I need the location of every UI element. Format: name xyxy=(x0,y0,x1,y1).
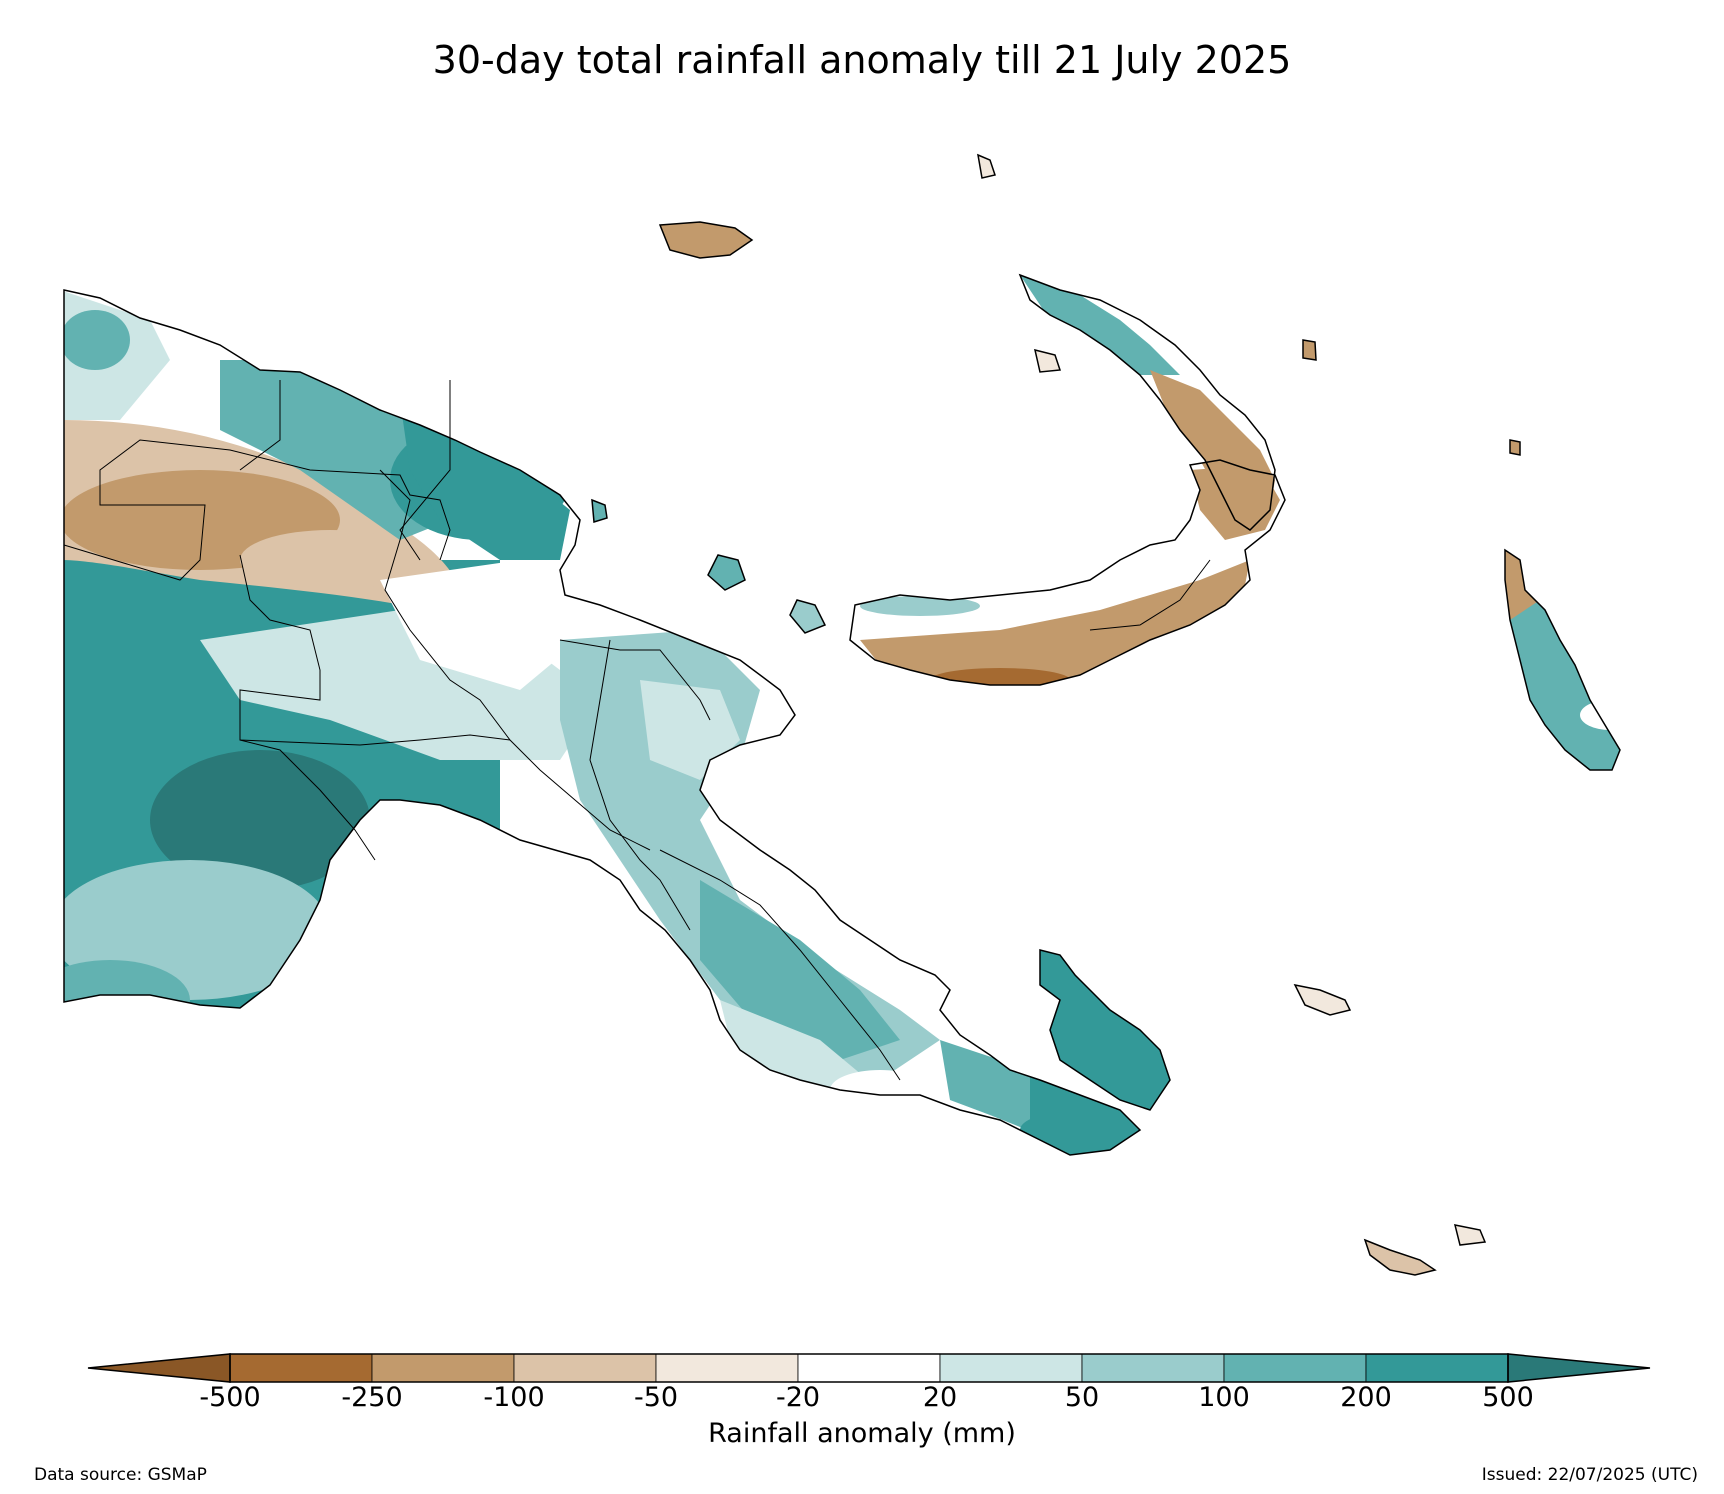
colorbar-tick-label: -250 xyxy=(341,1382,403,1413)
colorbar-segment xyxy=(1081,1353,1225,1383)
colorbar-tick-label: -500 xyxy=(199,1382,261,1413)
colorbar-tick-label: 50 xyxy=(1064,1382,1100,1413)
issued-date: Issued: 22/07/2025 (UTC) xyxy=(1481,1465,1698,1485)
colorbar-segment xyxy=(655,1353,799,1383)
colorbar-tick-label: -50 xyxy=(633,1382,679,1413)
colorbar-segment xyxy=(1365,1353,1509,1383)
colorbar-tick-label: 100 xyxy=(1198,1382,1250,1413)
provincial-boundaries xyxy=(63,380,1211,1081)
colorbar-segment xyxy=(229,1353,373,1383)
colorbar-tick-label: 500 xyxy=(1482,1382,1534,1413)
colorbar-segment xyxy=(1223,1353,1367,1383)
colorbar-segment xyxy=(797,1353,941,1383)
colorbar-tick-label: -100 xyxy=(483,1382,545,1413)
map-title: 30-day total rainfall anomaly till 21 Ju… xyxy=(432,38,1292,82)
data-source: Data source: GSMaP xyxy=(34,1465,207,1485)
colorbar-label: Rainfall anomaly (mm) xyxy=(708,1418,1016,1449)
colorbar-extend-high xyxy=(1507,1353,1651,1383)
colorbar-segment xyxy=(513,1353,657,1383)
colorbar-extend-low xyxy=(87,1353,231,1383)
colorbar-tick-label: 200 xyxy=(1340,1382,1392,1413)
colorbar-tick-label: 20 xyxy=(922,1382,958,1413)
colorbar-segment xyxy=(939,1353,1083,1383)
coastlines xyxy=(63,153,1621,1276)
colorbar-segment xyxy=(371,1353,515,1383)
colorbar-tick-label: -20 xyxy=(775,1382,821,1413)
